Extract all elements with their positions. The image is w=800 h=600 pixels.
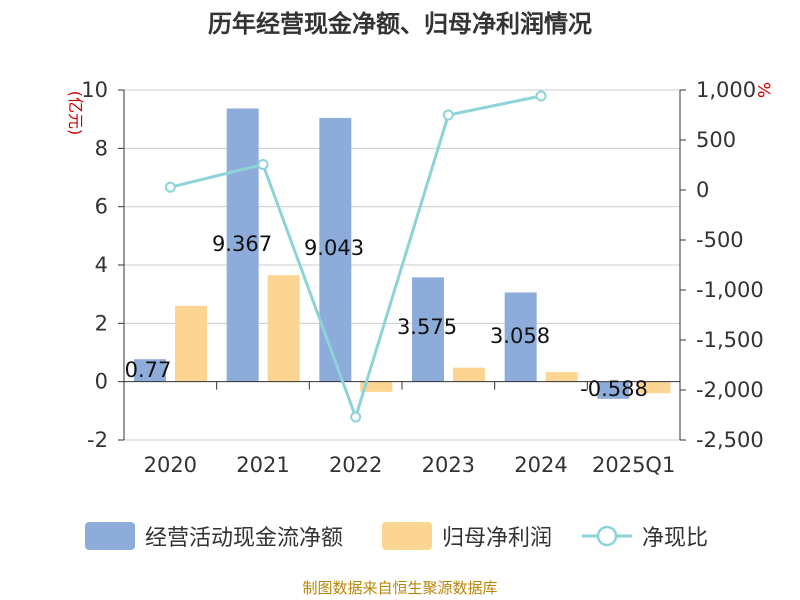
x-tick-label: 2024 [514, 453, 567, 477]
bar-net-profit-2024 [545, 372, 578, 382]
source-note: 制图数据来自恒生聚源数据库 [302, 579, 498, 597]
legend-item-net-profit[interactable]: 归母净利润 [382, 518, 552, 554]
bar-cash-flow-2024 [504, 292, 537, 382]
right-tick-label: -1,500 [696, 328, 764, 352]
bar-net-profit-2020 [175, 305, 207, 382]
chart-title: 历年经营现金净额、归母净利润情况 [208, 10, 592, 38]
left-tick-label: 10 [81, 78, 108, 102]
x-tick-label: 2021 [236, 453, 289, 477]
data-label-cash-flow-2023: 3.575 [397, 315, 457, 339]
legend-swatch-net-profit [382, 522, 432, 550]
ratio-point-2021 [257, 159, 269, 170]
bar-net-profit-2022 [360, 381, 393, 392]
bar-net-profit-2023 [453, 367, 485, 382]
legend-label-net-profit: 归母净利润 [442, 526, 553, 551]
data-label-cash-flow-2022: 9.043 [304, 236, 364, 260]
legend-swatch-ratio [582, 525, 632, 547]
legend-item-ratio[interactable]: 净现比 [582, 518, 708, 554]
right-tick-label: 0 [696, 178, 709, 202]
left-tick-label: 6 [95, 195, 108, 219]
legend-label-ratio: 净现比 [642, 526, 709, 551]
bar-net-profit-2025Q1 [638, 381, 671, 394]
ratio-point-2024 [535, 90, 547, 102]
data-label-cash-flow-2021: 9.367 [212, 232, 272, 256]
left-tick-label: 0 [95, 370, 108, 394]
ratio-point-2022 [350, 411, 362, 423]
ratio-point-2020 [164, 181, 176, 193]
bar-cash-flow-2021 [226, 108, 259, 382]
left-tick-label: 4 [95, 253, 108, 277]
left-tick-label: -2 [87, 428, 108, 452]
legend-label-cash-flow: 经营活动现金流净额 [145, 526, 344, 551]
bar-cash-flow-2022 [319, 117, 352, 382]
bar-net-profit-2021 [267, 275, 300, 382]
bar-cash-flow-2020 [134, 359, 166, 382]
x-tick-label: 2020 [144, 453, 197, 477]
legend-item-cash-flow[interactable]: 经营活动现金流净额 [85, 518, 343, 554]
left-tick-label: 2 [95, 311, 108, 335]
data-label-cash-flow-2020: 0.77 [125, 358, 172, 382]
legend: 经营活动现金流净额 归母净利润 净现比 [0, 518, 800, 554]
data-label-cash-flow-2024: 3.058 [490, 324, 550, 348]
bar-cash-flow-2023 [412, 277, 444, 382]
right-tick-label: 500 [696, 128, 736, 152]
x-tick-label: 2022 [329, 453, 382, 477]
data-label-cash-flow-2025Q1: -0.588 [580, 377, 648, 401]
right-axis-unit: % [753, 82, 773, 98]
x-tick-label: 2023 [422, 453, 475, 477]
right-tick-label: 1,000 [696, 78, 756, 102]
left-axis-unit: (亿元) [66, 91, 85, 136]
right-tick-label: -1,000 [696, 278, 764, 302]
left-tick-label: 8 [95, 136, 108, 160]
right-tick-label: -500 [696, 228, 744, 252]
right-tick-label: -2,000 [696, 378, 764, 402]
x-tick-label: 2025Q1 [592, 453, 675, 477]
ratio-point-2023 [442, 109, 454, 121]
legend-swatch-cash-flow [85, 522, 135, 550]
bar-cash-flow-2025Q1 [597, 381, 630, 399]
right-tick-label: -2,500 [696, 428, 764, 452]
